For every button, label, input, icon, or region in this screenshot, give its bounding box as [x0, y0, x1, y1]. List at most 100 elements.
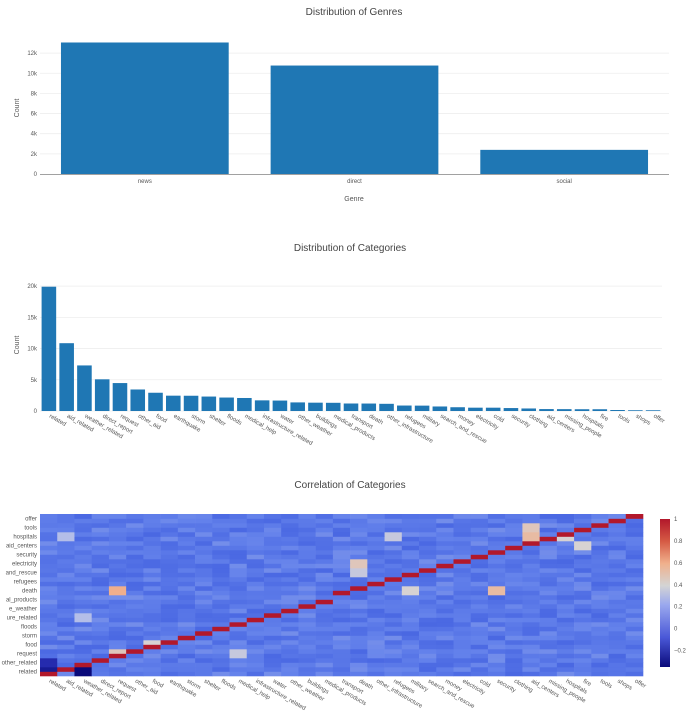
- x-tick-label: fire: [599, 414, 610, 424]
- heatmap-cell: [40, 653, 58, 659]
- heatmap-cell: [212, 590, 230, 596]
- heatmap-cell: [108, 617, 127, 623]
- heatmap-cell: [160, 658, 179, 663]
- heatmap-cell: [229, 644, 248, 650]
- heatmap-cell: [367, 568, 385, 573]
- heatmap-cell: [246, 635, 265, 641]
- heatmap-cell: [608, 653, 627, 659]
- heatmap-cell: [229, 559, 248, 564]
- heatmap-cell: [436, 559, 454, 564]
- y-tick-label: 8k: [31, 91, 38, 97]
- heatmap-cell: [126, 527, 144, 533]
- heatmap-cell: [419, 545, 437, 551]
- heatmap-cell: [229, 626, 248, 632]
- heatmap-cell: [574, 595, 592, 600]
- heatmap-cell: [436, 622, 454, 627]
- heatmap-cell: [57, 527, 75, 533]
- heatmap-cell: [539, 653, 558, 659]
- heatmap-cell: [246, 613, 265, 618]
- heatmap-cell: [212, 644, 230, 650]
- heatmap-cell: [263, 559, 282, 564]
- heatmap-cell: [591, 590, 609, 596]
- heatmap-cell: [419, 599, 437, 605]
- heatmap-cell: [143, 550, 161, 555]
- heatmap-cell: [539, 599, 558, 605]
- heatmap-cell: [505, 563, 523, 569]
- heatmap-cell: [74, 568, 92, 573]
- heatmap-cell: [143, 545, 161, 551]
- heatmap-cell: [263, 604, 282, 609]
- heatmap-cell: [332, 541, 351, 546]
- heatmap-cell: [367, 653, 385, 659]
- heatmap-cell: [177, 640, 196, 645]
- heatmap-cell: [160, 527, 179, 533]
- heatmap-cell: [350, 518, 368, 524]
- heatmap-cell: [470, 536, 489, 542]
- heatmap-cell: [453, 590, 472, 596]
- heatmap-cell: [57, 604, 75, 609]
- heatmap-cell: [212, 662, 230, 668]
- heatmap-cell: [177, 550, 196, 555]
- heatmap-cell: [74, 541, 92, 546]
- heatmap-cell: [539, 590, 558, 596]
- x-tick-label: related: [48, 679, 67, 693]
- heatmap-cell: [229, 599, 248, 605]
- heatmap-cell: [177, 595, 196, 600]
- heatmap-cell: [74, 581, 92, 587]
- heatmap-cell: [539, 541, 558, 546]
- heatmap-cell: [556, 590, 575, 596]
- heatmap-cell: [246, 572, 265, 578]
- colorbar: [660, 519, 670, 667]
- bar-direct: [270, 65, 439, 174]
- heatmap-cell: [195, 653, 213, 659]
- heatmap-cell: [332, 644, 351, 650]
- heatmap-cell: [74, 608, 92, 614]
- heatmap-cell: [470, 608, 489, 614]
- heatmap-cell: [126, 662, 144, 668]
- heatmap-cell: [298, 640, 316, 645]
- heatmap-cell: [298, 572, 316, 578]
- heatmap-cell: [229, 608, 248, 614]
- heatmap-cell: [281, 626, 299, 632]
- heatmap-cell: [40, 550, 58, 555]
- heatmap-cell: [40, 644, 58, 650]
- heatmap-cell: [332, 536, 351, 542]
- heatmap-cell: [126, 532, 144, 537]
- heatmap-cell: [74, 595, 92, 600]
- heatmap-cell: [91, 514, 110, 519]
- heatmap-cell: [401, 662, 420, 668]
- heatmap-cell: [298, 518, 316, 524]
- heatmap-cell: [143, 514, 161, 519]
- heatmap-cell: [143, 577, 161, 582]
- heatmap-cell: [298, 658, 316, 663]
- heatmap-cell: [505, 545, 523, 551]
- heatmap-cell: [608, 532, 627, 537]
- heatmap-cell: [453, 563, 472, 569]
- heatmap-cell: [74, 644, 92, 650]
- heatmap-cell: [625, 617, 644, 623]
- heatmap-cell: [436, 631, 454, 636]
- heatmap-cell: [108, 626, 127, 632]
- heatmap-cell: [298, 617, 316, 623]
- heatmap-cell: [263, 536, 282, 542]
- heatmap-cell: [539, 667, 558, 672]
- heatmap-cell: [574, 550, 592, 555]
- heatmap-cell: [625, 568, 644, 573]
- heatmap-cell: [40, 631, 58, 636]
- heatmap-cell: [436, 635, 454, 641]
- heatmap-cell: [40, 640, 58, 645]
- heatmap-cell: [91, 626, 110, 632]
- heatmap-cell: [40, 667, 58, 672]
- heatmap-cell: [40, 523, 58, 528]
- heatmap-cell: [298, 590, 316, 596]
- heatmap-cell: [281, 581, 299, 587]
- heatmap-cell: [195, 604, 213, 609]
- heatmap-cell: [212, 545, 230, 551]
- heatmap-cell: [384, 590, 403, 596]
- heatmap-cell: [177, 626, 196, 632]
- heatmap-cell: [384, 635, 403, 641]
- heatmap-cell: [487, 671, 506, 677]
- heatmap-cell: [212, 613, 230, 618]
- category-y-ticks: 0 5k 10k 15k 20k: [27, 284, 38, 415]
- heatmap-cell: [436, 644, 454, 650]
